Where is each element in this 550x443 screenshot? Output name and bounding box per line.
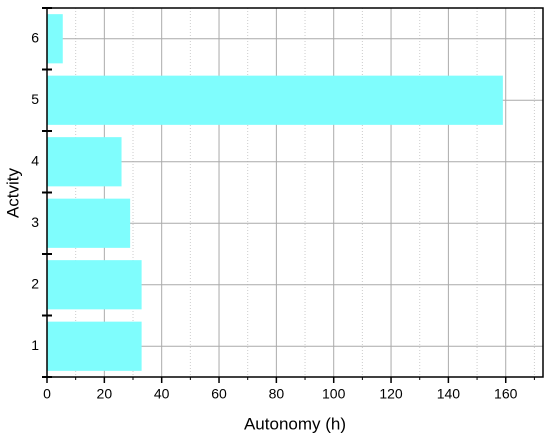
x-tick-label: 140 bbox=[437, 386, 461, 402]
bar bbox=[47, 75, 503, 125]
y-axis-label: Actvity bbox=[3, 167, 22, 218]
bar bbox=[47, 198, 131, 248]
y-tick-label: 1 bbox=[31, 337, 39, 353]
x-tick-label: 120 bbox=[379, 386, 403, 402]
x-tick-label: 160 bbox=[494, 386, 518, 402]
y-tick-label: 4 bbox=[31, 152, 39, 168]
bar bbox=[47, 260, 142, 310]
y-tick-label: 6 bbox=[31, 29, 39, 45]
bar bbox=[47, 137, 122, 187]
x-axis-label: Autonomy (h) bbox=[244, 414, 346, 433]
plot-frame bbox=[46, 7, 544, 378]
bar bbox=[47, 321, 142, 371]
x-tick-label: 100 bbox=[322, 386, 346, 402]
x-tick-label: 20 bbox=[97, 386, 113, 402]
y-tick-label: 2 bbox=[31, 275, 39, 291]
bar bbox=[47, 14, 63, 64]
x-tick-label: 80 bbox=[269, 386, 285, 402]
x-tick-label: 0 bbox=[43, 386, 51, 402]
y-tick-label: 5 bbox=[31, 91, 39, 107]
y-tick-label: 3 bbox=[31, 214, 39, 230]
x-tick-label: 60 bbox=[211, 386, 227, 402]
x-tick-label: 40 bbox=[154, 386, 170, 402]
